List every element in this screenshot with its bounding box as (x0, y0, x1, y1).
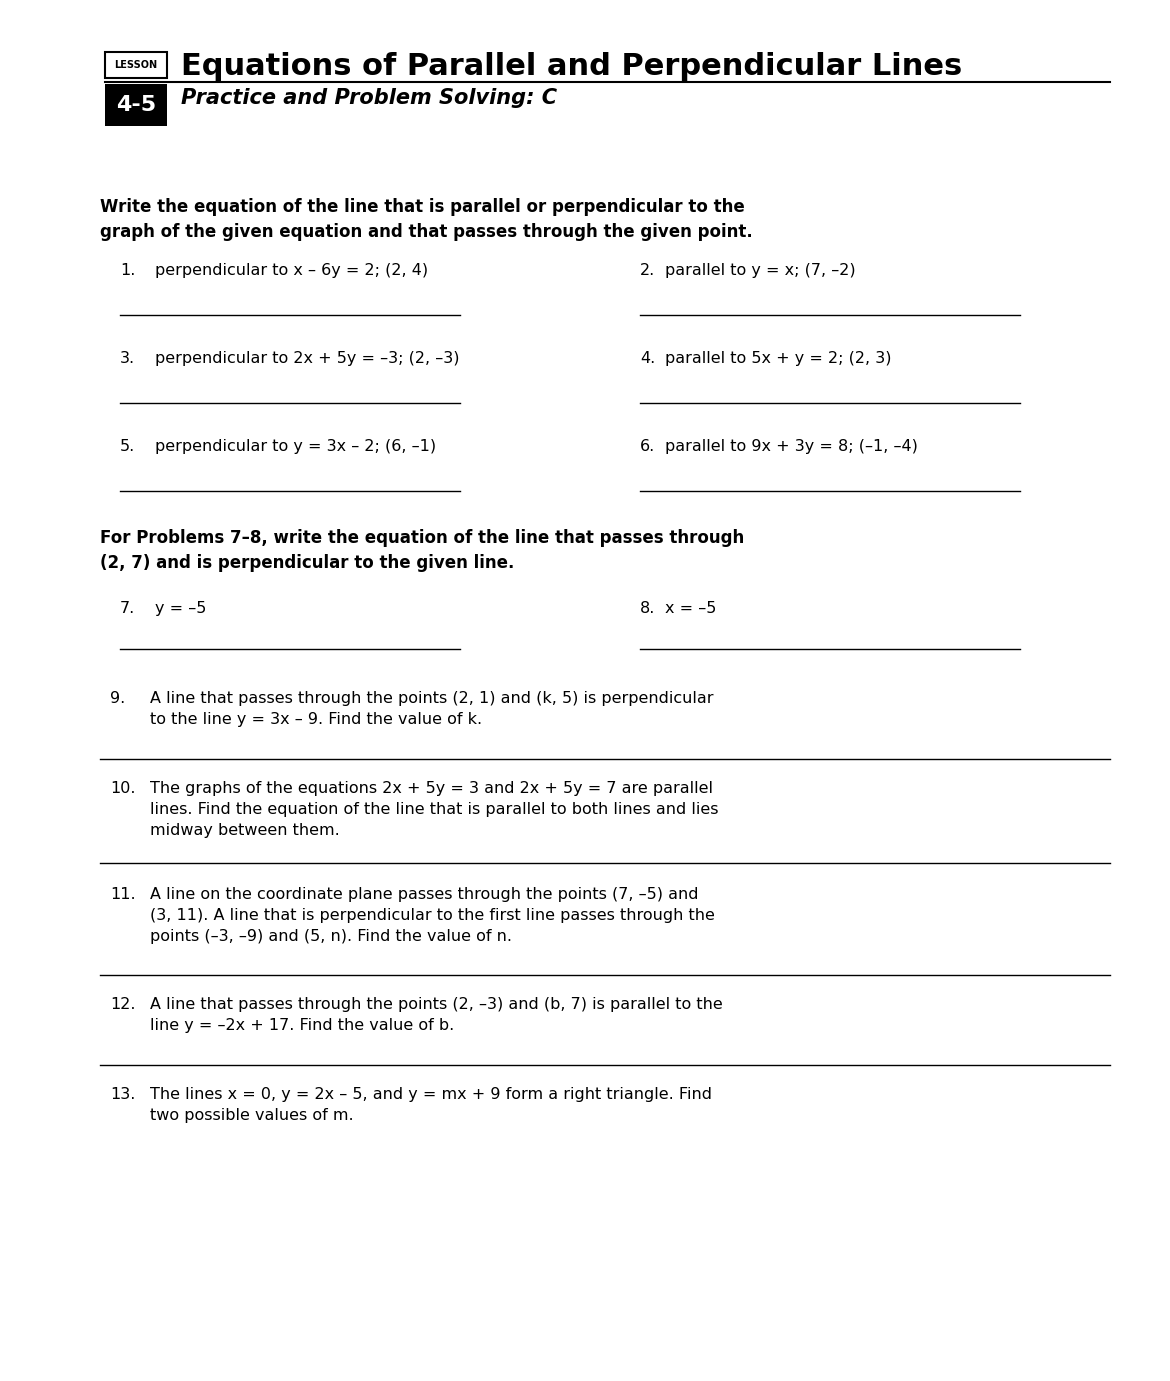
Text: Practice and Problem Solving: C: Practice and Problem Solving: C (181, 88, 557, 108)
Text: 5.: 5. (121, 439, 136, 454)
Text: 8.: 8. (640, 601, 655, 616)
Text: 4-5: 4-5 (116, 95, 156, 115)
Text: 3.: 3. (121, 351, 135, 366)
Text: The lines x = 0, y = 2x – 5, and y = mx + 9 form a right triangle. Find
two poss: The lines x = 0, y = 2x – 5, and y = mx … (150, 1087, 713, 1123)
Text: The graphs of the equations 2x + 5y = 3 and 2x + 5y = 7 are parallel
lines. Find: The graphs of the equations 2x + 5y = 3 … (150, 782, 718, 838)
Text: parallel to y = x; (7, –2): parallel to y = x; (7, –2) (665, 262, 855, 278)
FancyBboxPatch shape (105, 84, 167, 126)
Text: LESSON: LESSON (115, 59, 158, 70)
Text: perpendicular to y = 3x – 2; (6, –1): perpendicular to y = 3x – 2; (6, –1) (154, 439, 436, 454)
Text: 1.: 1. (121, 262, 136, 278)
Text: parallel to 9x + 3y = 8; (–1, –4): parallel to 9x + 3y = 8; (–1, –4) (665, 439, 918, 454)
Text: 4.: 4. (640, 351, 655, 366)
Text: For Problems 7–8, write the equation of the line that passes through
(2, 7) and : For Problems 7–8, write the equation of … (99, 529, 744, 572)
Text: 10.: 10. (110, 782, 136, 795)
Text: x = –5: x = –5 (665, 601, 716, 616)
Text: parallel to 5x + y = 2; (2, 3): parallel to 5x + y = 2; (2, 3) (665, 351, 892, 366)
Text: perpendicular to x – 6y = 2; (2, 4): perpendicular to x – 6y = 2; (2, 4) (154, 262, 428, 278)
Text: 12.: 12. (110, 997, 136, 1012)
Text: A line that passes through the points (2, 1) and (k, 5) is perpendicular
to the : A line that passes through the points (2… (150, 690, 714, 726)
Text: A line that passes through the points (2, –3) and (b, 7) is parallel to the
line: A line that passes through the points (2… (150, 997, 723, 1033)
Text: 13.: 13. (110, 1087, 136, 1102)
Text: Equations of Parallel and Perpendicular Lines: Equations of Parallel and Perpendicular … (181, 52, 962, 81)
FancyBboxPatch shape (105, 52, 167, 77)
Text: 7.: 7. (121, 601, 136, 616)
Text: A line on the coordinate plane passes through the points (7, –5) and
(3, 11). A : A line on the coordinate plane passes th… (150, 887, 715, 945)
Text: 11.: 11. (110, 887, 136, 902)
Text: 6.: 6. (640, 439, 655, 454)
Text: Write the equation of the line that is parallel or perpendicular to the
graph of: Write the equation of the line that is p… (99, 197, 752, 242)
Text: y = –5: y = –5 (154, 601, 206, 616)
Text: 2.: 2. (640, 262, 655, 278)
Text: perpendicular to 2x + 5y = –3; (2, –3): perpendicular to 2x + 5y = –3; (2, –3) (154, 351, 460, 366)
Text: 9.: 9. (110, 690, 125, 706)
